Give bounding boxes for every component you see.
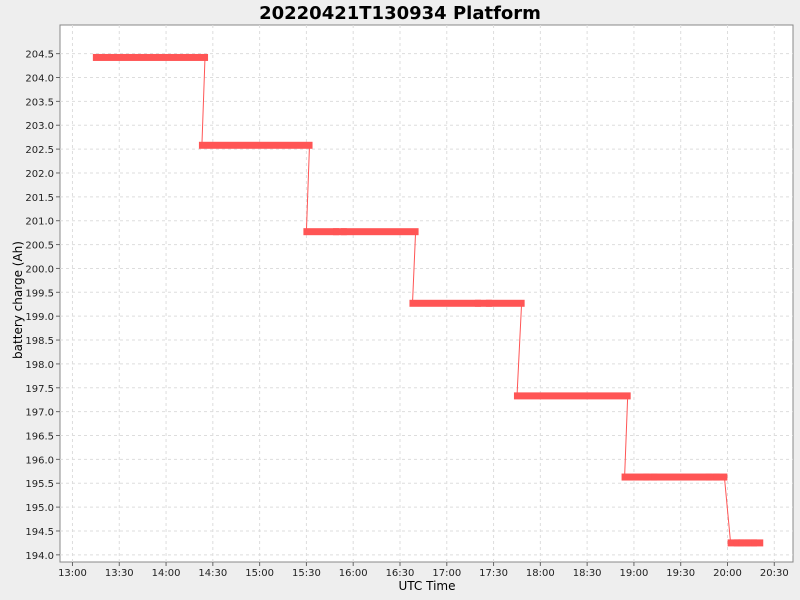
y-tick-label: 202.5 (25, 145, 54, 156)
x-tick-label: 17:00 (432, 568, 461, 579)
y-axis-label: battery charge (Ah) (11, 241, 25, 359)
x-tick-label: 18:00 (526, 568, 555, 579)
y-tick-label: 196.0 (25, 455, 54, 466)
y-tick-label: 199.0 (25, 312, 54, 323)
x-tick-label: 18:30 (573, 568, 602, 579)
series-segment (727, 539, 740, 547)
y-tick-label: 198.0 (25, 360, 54, 371)
series-segment (303, 228, 340, 236)
x-tick-label: 19:30 (666, 568, 695, 579)
series-segment (643, 473, 658, 481)
series-segment (92, 53, 209, 61)
x-axis-label: UTC Time (399, 579, 456, 593)
y-tick-label: 195.5 (25, 479, 54, 490)
y-tick-label: 204.5 (25, 50, 54, 61)
x-tick-label: 14:00 (152, 568, 181, 579)
series-battery-charge (92, 53, 764, 547)
x-tick-label: 13:00 (58, 568, 87, 579)
y-tick-label: 201.5 (25, 193, 54, 204)
x-tick-label: 16:00 (339, 568, 368, 579)
x-tick-label: 20:30 (760, 568, 789, 579)
y-tick-label: 194.0 (25, 551, 54, 562)
y-tick-label: 198.5 (25, 336, 54, 347)
series-segment (651, 473, 712, 481)
x-tick-label: 14:30 (198, 568, 227, 579)
series-segment (621, 473, 650, 481)
y-tick-label: 203.5 (25, 97, 54, 108)
series-segment (751, 539, 764, 547)
chart-title: 20220421T130934 Platform (259, 3, 541, 24)
series-segment (340, 228, 419, 236)
y-tick-label: 202.0 (25, 169, 54, 180)
x-tick-label: 19:00 (620, 568, 649, 579)
y-tick-label: 200.0 (25, 264, 54, 275)
grid-lines (60, 25, 793, 562)
x-tick-label: 15:00 (245, 568, 274, 579)
series-segment (513, 392, 631, 400)
series-segment (705, 473, 720, 481)
y-tick-label: 199.5 (25, 288, 54, 299)
x-axis: 13:00 13:30 14:00 14:30 15:00 15:30 16:00 16:30… (58, 562, 789, 579)
y-tick-label: 197.5 (25, 384, 54, 395)
series-segment (333, 228, 347, 236)
y-tick-label: 204.0 (25, 74, 54, 85)
series-segment (713, 473, 728, 481)
series-segment (744, 539, 758, 547)
series-segment (409, 299, 481, 307)
y-tick-label: 200.5 (25, 241, 54, 252)
y-tick-label: 194.5 (25, 527, 54, 538)
y-tick-label: 197.0 (25, 408, 54, 419)
series-segment (485, 299, 525, 307)
y-tick-label: 201.0 (25, 217, 54, 228)
x-tick-label: 20:00 (713, 568, 742, 579)
x-tick-label: 15:30 (292, 568, 321, 579)
y-axis: 194.0 194.5 195.0 195.5 196.0 196.5 197.0 197.5… (25, 50, 60, 562)
series-segment (738, 539, 751, 547)
y-tick-label: 203.0 (25, 121, 54, 132)
y-tick-label: 195.0 (25, 503, 54, 514)
plot-area (59, 24, 794, 563)
x-tick-label: 16:30 (386, 568, 415, 579)
y-tick-label: 196.5 (25, 432, 54, 443)
series-segment (198, 141, 313, 149)
x-tick-label: 17:30 (479, 568, 508, 579)
x-tick-label: 13:30 (105, 568, 134, 579)
series-segment (474, 299, 492, 307)
